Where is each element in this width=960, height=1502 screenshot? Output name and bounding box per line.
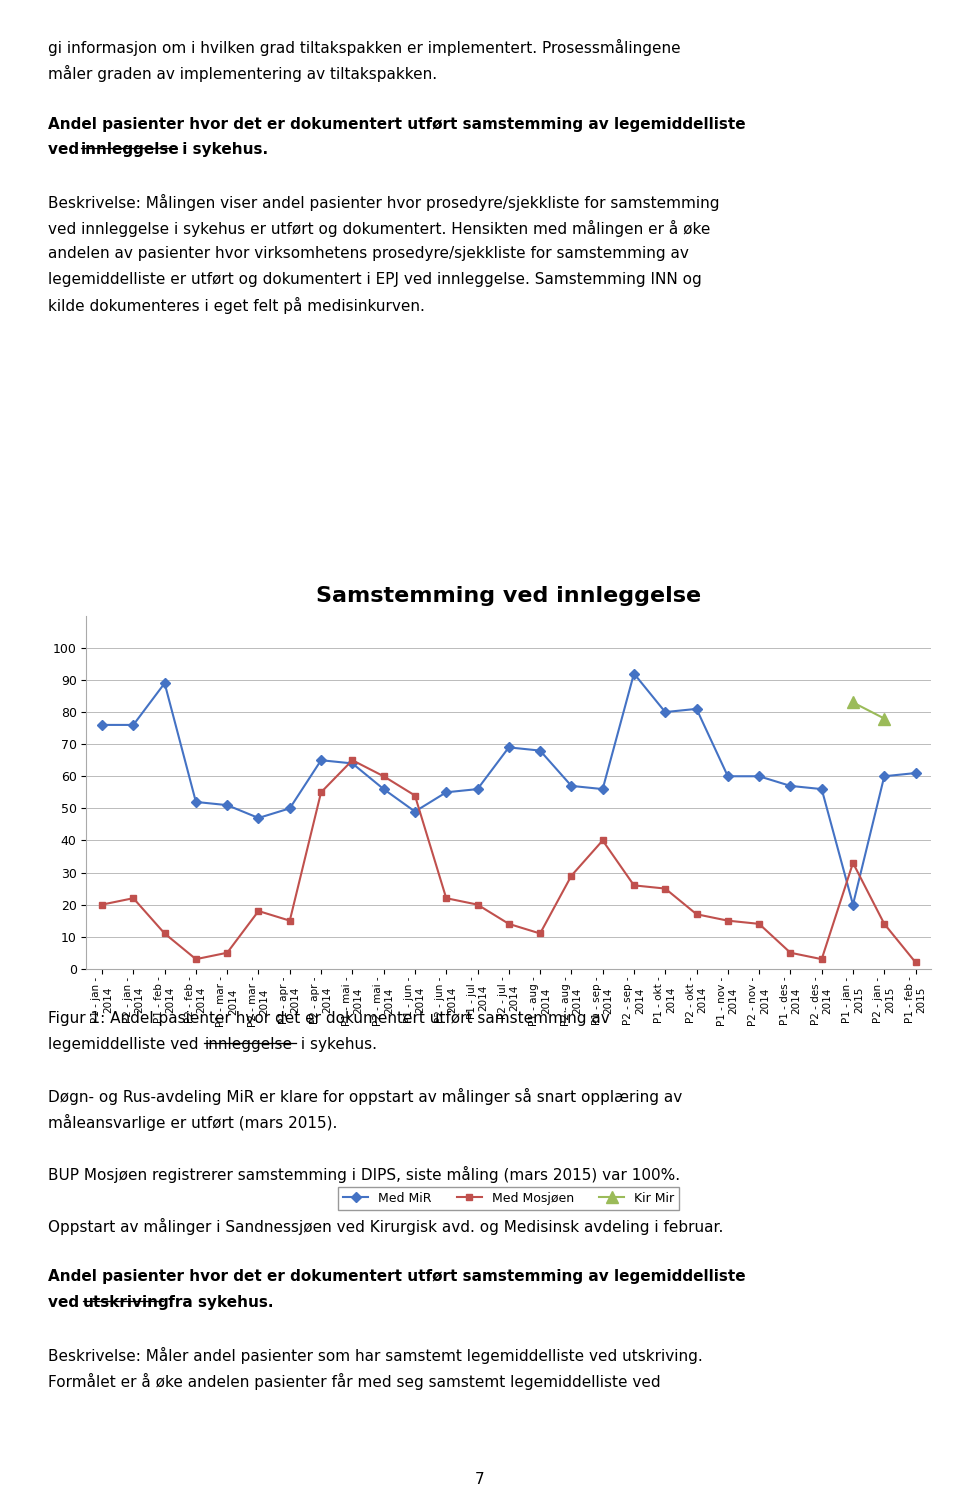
Line: Kir Mir: Kir Mir	[848, 697, 890, 724]
Med MiR	[222, 796, 233, 814]
Text: andelen av pasienter hvor virksomhetens prosedyre/sjekkliste for samstemming av: andelen av pasienter hvor virksomhetens …	[48, 246, 689, 261]
Med Mosjøen	[597, 832, 609, 850]
Text: måleansvarlige er utført (mars 2015).: måleansvarlige er utført (mars 2015).	[48, 1114, 337, 1131]
Med Mosjøen	[565, 867, 577, 885]
Text: fra sykehus.: fra sykehus.	[163, 1295, 274, 1310]
Text: Andel pasienter hvor det er dokumentert utført samstemming av legemiddelliste: Andel pasienter hvor det er dokumentert …	[48, 117, 746, 132]
Text: Døgn- og Rus-avdeling MiR er klare for oppstart av målinger så snart opplæring a: Døgn- og Rus-avdeling MiR er klare for o…	[48, 1089, 683, 1105]
Med MiR	[441, 784, 452, 802]
Med Mosjøen	[660, 880, 671, 898]
Med Mosjøen	[96, 895, 108, 913]
Med MiR	[409, 802, 420, 820]
Med MiR	[96, 716, 108, 734]
Text: Figur 1: Andel pasienter hvor det er dokumentert utført samstemming av: Figur 1: Andel pasienter hvor det er dok…	[48, 1011, 610, 1026]
Text: innleggelse: innleggelse	[204, 1036, 293, 1051]
Med Mosjøen	[754, 915, 765, 933]
Med MiR	[190, 793, 202, 811]
Med Mosjøen	[471, 895, 483, 913]
Text: Oppstart av målinger i Sandnessjøen ved Kirurgisk avd. og Medisinsk avdeling i f: Oppstart av målinger i Sandnessjøen ved …	[48, 1218, 724, 1235]
Text: Beskrivelse: Målingen viser andel pasienter hvor prosedyre/sjekkliste for samste: Beskrivelse: Målingen viser andel pasien…	[48, 194, 719, 212]
Text: ved: ved	[48, 1295, 84, 1310]
Text: legemiddelliste er utført og dokumentert i EPJ ved innleggelse. Samstemming INN : legemiddelliste er utført og dokumentert…	[48, 272, 702, 287]
Med MiR	[754, 768, 765, 786]
Med MiR	[128, 716, 139, 734]
Med Mosjøen	[910, 954, 922, 972]
Med MiR	[252, 810, 264, 828]
Text: Formålet er å øke andelen pasienter får med seg samstemt legemiddelliste ved: Formålet er å øke andelen pasienter får …	[48, 1373, 660, 1389]
Kir Mir	[878, 709, 890, 727]
Med Mosjøen	[628, 876, 639, 894]
Text: 7: 7	[475, 1472, 485, 1487]
Med MiR	[848, 895, 859, 913]
Med Mosjøen	[848, 853, 859, 871]
Med Mosjøen	[347, 751, 358, 769]
Med MiR	[315, 751, 326, 769]
Med Mosjøen	[378, 768, 390, 786]
Text: utskriving: utskriving	[83, 1295, 169, 1310]
Text: legemiddelliste ved: legemiddelliste ved	[48, 1036, 204, 1051]
Text: innleggelse: innleggelse	[81, 143, 180, 158]
Med Mosjøen	[284, 912, 296, 930]
Med Mosjøen	[222, 943, 233, 961]
Med MiR	[158, 674, 170, 692]
Text: i sykehus.: i sykehus.	[296, 1036, 376, 1051]
Line: Med Mosjøen: Med Mosjøen	[99, 757, 919, 966]
Med MiR	[378, 780, 390, 798]
Line: Med MiR: Med MiR	[99, 670, 919, 909]
Kir Mir	[848, 694, 859, 712]
Med Mosjøen	[409, 787, 420, 805]
Text: i sykehus.: i sykehus.	[177, 143, 268, 158]
Med Mosjøen	[503, 915, 515, 933]
Med Mosjøen	[252, 903, 264, 921]
Text: kilde dokumenteres i eget felt på medisinkurven.: kilde dokumenteres i eget felt på medisi…	[48, 297, 425, 314]
Med MiR	[691, 700, 703, 718]
Med MiR	[347, 754, 358, 772]
Med Mosjøen	[816, 951, 828, 969]
Med Mosjøen	[315, 784, 326, 802]
Med MiR	[722, 768, 733, 786]
Text: ved: ved	[48, 143, 84, 158]
Med Mosjøen	[441, 889, 452, 907]
Med Mosjøen	[190, 951, 202, 969]
Med Mosjøen	[722, 912, 733, 930]
Med Mosjøen	[878, 915, 890, 933]
Med MiR	[471, 780, 483, 798]
Title: Samstemming ved innleggelse: Samstemming ved innleggelse	[316, 586, 702, 605]
Med MiR	[878, 768, 890, 786]
Med Mosjøen	[128, 889, 139, 907]
Med MiR	[784, 777, 796, 795]
Text: gi informasjon om i hvilken grad tiltakspakken er implementert. Prosessmålingene: gi informasjon om i hvilken grad tiltaks…	[48, 39, 681, 56]
Med MiR	[597, 780, 609, 798]
Med Mosjøen	[784, 943, 796, 961]
Med MiR	[660, 703, 671, 721]
Med Mosjøen	[691, 906, 703, 924]
Text: ved innleggelse i sykehus er utført og dokumentert. Hensikten med målingen er å : ved innleggelse i sykehus er utført og d…	[48, 219, 710, 237]
Med MiR	[284, 799, 296, 817]
Med MiR	[565, 777, 577, 795]
Text: BUP Mosjøen registrerer samstemming i DIPS, siste måling (mars 2015) var 100%.: BUP Mosjøen registrerer samstemming i DI…	[48, 1166, 680, 1184]
Med MiR	[535, 742, 546, 760]
Text: måler graden av implementering av tiltakspakken.: måler graden av implementering av tiltak…	[48, 65, 437, 83]
Legend: Med MiR, Med Mosjøen, Kir Mir: Med MiR, Med Mosjøen, Kir Mir	[339, 1187, 679, 1209]
Med MiR	[503, 739, 515, 757]
Med Mosjøen	[158, 924, 170, 943]
Med MiR	[628, 664, 639, 682]
Text: Andel pasienter hvor det er dokumentert utført samstemming av legemiddelliste: Andel pasienter hvor det er dokumentert …	[48, 1269, 746, 1284]
Med MiR	[816, 780, 828, 798]
Med Mosjøen	[535, 924, 546, 943]
Text: Beskrivelse: Måler andel pasienter som har samstemt legemiddelliste ved utskrivi: Beskrivelse: Måler andel pasienter som h…	[48, 1347, 703, 1364]
Med MiR	[910, 765, 922, 783]
